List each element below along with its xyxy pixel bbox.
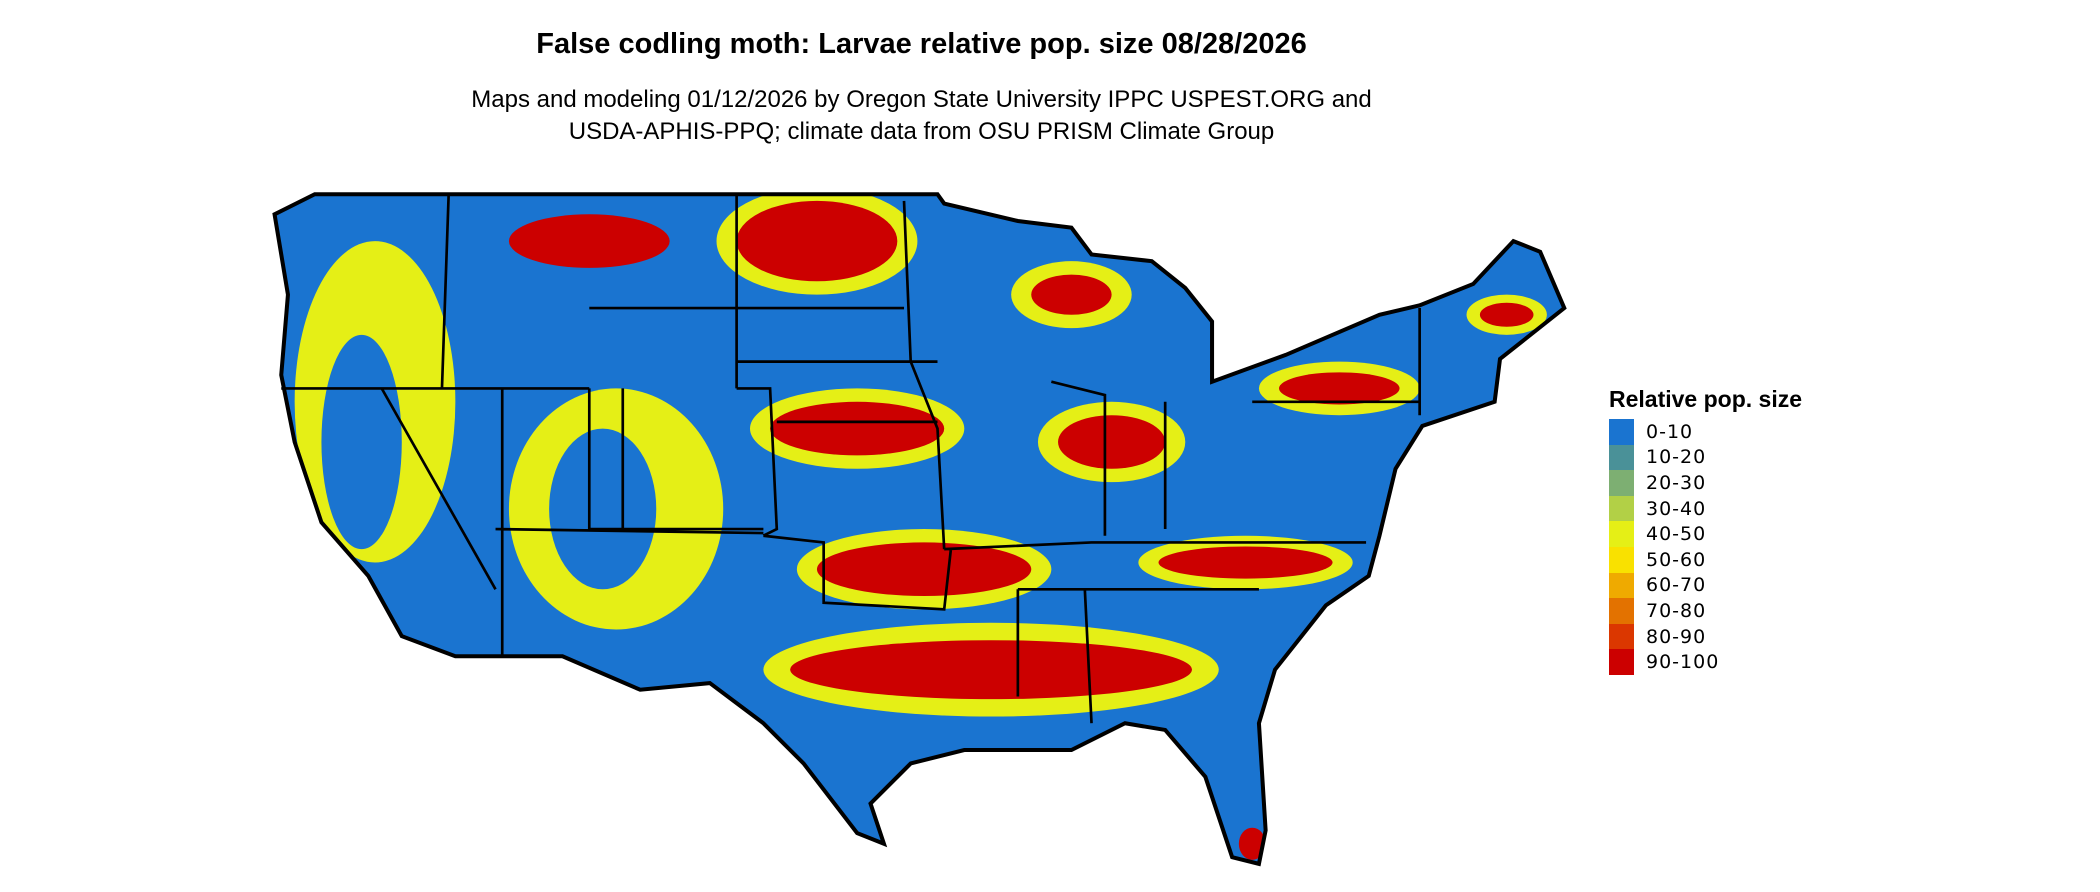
population-raster: [274, 194, 1565, 864]
legend-label: 50-60: [1646, 548, 1707, 571]
legend-swatch: [1609, 623, 1634, 650]
legend-swatch: [1609, 649, 1634, 675]
legend-item: 70-80: [1609, 598, 1802, 624]
legend-item: 40-50: [1609, 521, 1802, 547]
legend-swatch: [1609, 470, 1634, 496]
map-subtitle-line1: Maps and modeling 01/12/2026 by Oregon S…: [471, 86, 1372, 113]
legend-label: 10-20: [1646, 446, 1707, 469]
legend-label: 0-10: [1646, 420, 1694, 443]
legend-item: 50-60: [1609, 546, 1802, 573]
map-subtitle-line2: USDA-APHIS-PPQ; climate data from OSU PR…: [568, 118, 1275, 145]
state-boundaries: [275, 194, 1565, 864]
legend-item: 80-90: [1609, 623, 1802, 650]
legend: Relative pop. size 0-10 10-20 20-30 30-40 40…: [1609, 386, 1802, 675]
legend-title: Relative pop. size: [1609, 386, 1803, 412]
legend-swatch: [1609, 444, 1634, 471]
legend-item: 20-30: [1609, 470, 1802, 496]
legend-item: 0-10: [1609, 419, 1802, 445]
legend-label: 90-100: [1646, 651, 1720, 674]
legend-item: 10-20: [1609, 444, 1802, 471]
legend-swatch: [1609, 419, 1634, 445]
legend-swatch: [1609, 521, 1634, 547]
legend-item: 30-40: [1609, 495, 1802, 522]
legend-item: 60-70: [1609, 572, 1802, 599]
legend-label: 30-40: [1646, 497, 1707, 520]
map-title: False codling moth: Larvae relative pop.…: [536, 28, 1307, 60]
legend-label: 40-50: [1646, 523, 1707, 546]
legend-label: 60-70: [1646, 574, 1707, 597]
legend-label: 80-90: [1646, 625, 1707, 648]
legend-item: 90-100: [1609, 649, 1802, 675]
legend-swatch: [1609, 546, 1634, 573]
legend-swatch: [1609, 572, 1634, 599]
legend-label: 20-30: [1646, 471, 1707, 494]
legend-label: 70-80: [1646, 599, 1707, 622]
legend-swatch: [1609, 598, 1634, 624]
legend-swatch: [1609, 495, 1634, 522]
